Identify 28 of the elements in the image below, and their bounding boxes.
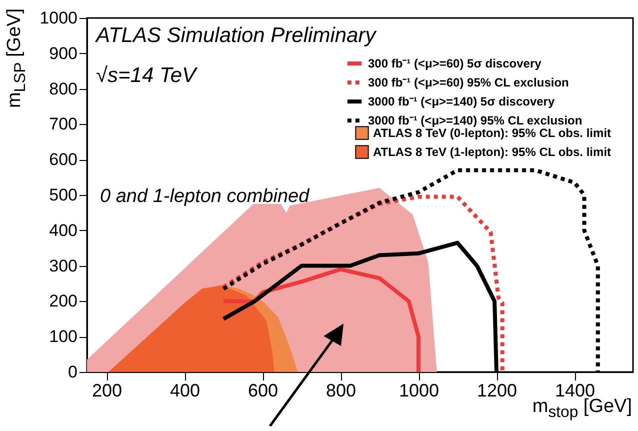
y-tick-label: 600	[49, 150, 78, 170]
x-tick-label: 400	[170, 380, 200, 400]
y-tick-label: 900	[49, 44, 78, 63]
chart-title: ATLAS Simulation Preliminary	[96, 24, 376, 48]
y-tick-label: 1000	[40, 8, 78, 28]
x-tick-label: 600	[248, 380, 278, 400]
y-tick-label: 300	[49, 256, 78, 276]
y-tick-label: 500	[49, 186, 78, 204]
x-tick-label: 1200	[476, 380, 518, 400]
y-tick-label: 100	[49, 327, 78, 346]
x-tick-label: 1000	[398, 380, 440, 400]
x-tick-label: 200	[92, 380, 122, 400]
legend-label: 3000 fb⁻¹ (<μ>=140) 95% CL exclusion	[368, 114, 582, 128]
legend-label: 300 fb⁻¹ (<μ>=60) 95% CL exclusion	[368, 76, 569, 90]
legend-label: 3000 fb⁻¹ (<μ>=140) 5σ discovery	[368, 94, 555, 108]
legend-label: ATLAS 8 TeV (0-lepton): 95% CL obs. limit	[373, 126, 612, 140]
legend-label: 300 fb⁻¹ (<μ>=60) 5σ discovery	[368, 56, 542, 70]
annotation: √s=14 TeV	[96, 64, 196, 88]
x-tick-label: 800	[326, 380, 356, 400]
y-tick-label: 200	[49, 292, 78, 311]
y-tick-label: 700	[49, 114, 78, 134]
y-tick-label: 0	[68, 362, 78, 382]
annotation: 0 and 1-lepton combined	[100, 186, 310, 208]
y-tick-label: 800	[49, 79, 78, 98]
line-series	[222, 267, 420, 374]
x-axis-title: m$_{stop}$ [GeV]	[532, 396, 632, 422]
y-tick-label: 400	[49, 220, 78, 240]
legend-label: ATLAS 8 TeV (1-lepton): 95% CL obs. limit	[373, 145, 612, 159]
